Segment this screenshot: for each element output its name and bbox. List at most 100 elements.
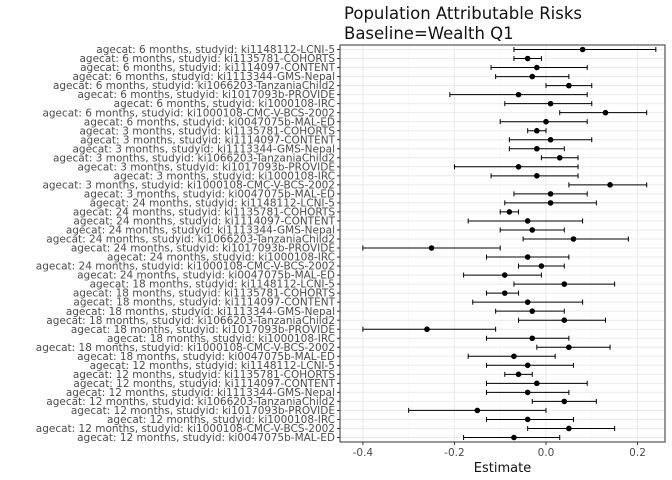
estimate-point bbox=[547, 200, 554, 206]
estimate-point bbox=[501, 290, 508, 296]
forest-row bbox=[449, 91, 588, 98]
y-tick-label: agecat: 24 months, studyid: ki1000108-CM… bbox=[36, 261, 335, 273]
forest-row bbox=[485, 362, 574, 369]
estimate-point bbox=[515, 371, 522, 378]
forest-row bbox=[485, 254, 570, 260]
forest-row bbox=[495, 308, 565, 314]
estimate-point bbox=[534, 64, 540, 71]
forest-row bbox=[467, 218, 584, 224]
estimate-point bbox=[534, 127, 540, 134]
chart-subtitle: Baseline=Wealth Q1 bbox=[344, 24, 514, 43]
estimate-point bbox=[524, 218, 531, 224]
y-tick-label: agecat: 12 months, studyid: ki1113344-GM… bbox=[66, 387, 335, 399]
y-tick-label: agecat: 24 months, studyid: ki1148112-LC… bbox=[90, 197, 335, 209]
forest-row bbox=[508, 136, 593, 143]
estimate-point bbox=[428, 245, 435, 251]
y-tick-label: agecat: 6 months, studyid: ki0047075b-MA… bbox=[84, 116, 335, 128]
y-tick-label: agecat: 24 months, studyid: ki1066203-Ta… bbox=[46, 234, 335, 246]
estimate-point bbox=[524, 416, 531, 423]
y-tick-label: agecat: 3 months, studyid: ki1017093b-PR… bbox=[77, 161, 335, 173]
y-tick-label: agecat: 6 months, studyid: ki1135781-COH… bbox=[80, 53, 336, 65]
estimate-point bbox=[511, 434, 517, 441]
y-tick-label: agecat: 24 months, studyid: ki1114097-CO… bbox=[73, 216, 335, 228]
forest-row bbox=[531, 398, 597, 405]
chart-title: Population Attributable Risks Baseline=W… bbox=[344, 4, 582, 44]
y-axis-labels: agecat: 6 months, studyid: ki1148112-LCN… bbox=[36, 44, 340, 444]
estimate-point bbox=[529, 227, 536, 233]
forest-row bbox=[559, 109, 648, 116]
forest-row bbox=[527, 127, 547, 134]
forest-row bbox=[485, 380, 588, 387]
y-tick-label: agecat: 3 months, studyid: ki1000108-IRC bbox=[114, 170, 335, 182]
forest-row bbox=[467, 353, 556, 360]
forest-row bbox=[485, 335, 570, 342]
estimate-point bbox=[538, 263, 545, 269]
y-tick-label: agecat: 6 months, studyid: ki1114097-CON… bbox=[80, 62, 335, 74]
y-tick-label: agecat: 12 months, studyid: ki1017093b-P… bbox=[71, 405, 335, 417]
forest-row bbox=[518, 317, 606, 323]
y-tick-label: agecat: 18 months, studyid: ki1017093b-P… bbox=[71, 324, 335, 336]
forest-row bbox=[508, 145, 565, 152]
plot-rows bbox=[362, 46, 657, 441]
estimate-point bbox=[515, 91, 522, 98]
y-tick-label: agecat: 12 months, studyid: ki1000108-CM… bbox=[36, 423, 335, 435]
estimate-point bbox=[602, 109, 609, 116]
estimate-point bbox=[424, 326, 430, 333]
estimate-point bbox=[561, 398, 568, 405]
x-axis-title: Estimate bbox=[474, 461, 531, 476]
forest-row bbox=[504, 200, 597, 206]
estimate-point bbox=[524, 299, 531, 305]
forest-row bbox=[499, 209, 520, 215]
forest-row bbox=[499, 118, 588, 125]
forest-row bbox=[490, 64, 588, 71]
y-tick-label: agecat: 12 months, studyid: ki1114097-CO… bbox=[73, 378, 335, 390]
y-tick-label: agecat: 3 months, studyid: ki0047075b-MA… bbox=[84, 188, 335, 200]
estimate-point bbox=[529, 335, 536, 342]
panel-border bbox=[339, 44, 666, 443]
estimate-point bbox=[534, 145, 540, 152]
forest-row bbox=[518, 263, 565, 269]
y-tick-label: agecat: 18 months, studyid: ki1066203-Ta… bbox=[46, 315, 335, 327]
panel-background bbox=[340, 45, 665, 442]
estimate-point bbox=[547, 136, 554, 143]
estimate-point bbox=[566, 82, 572, 89]
estimate-point bbox=[524, 55, 531, 62]
estimate-point bbox=[524, 389, 531, 396]
y-tick-label: agecat: 6 months, studyid: ki1066203-Tan… bbox=[53, 80, 335, 92]
x-axis: -0.4 -0.2 0.0 0.2 bbox=[353, 442, 646, 459]
forest-row bbox=[513, 55, 542, 62]
estimate-point bbox=[556, 154, 563, 161]
y-tick-label: agecat: 18 months, studyid: ki0047075b-M… bbox=[77, 351, 335, 363]
y-tick-label: agecat: 24 months, studyid: ki1000108-IR… bbox=[107, 252, 335, 264]
y-tick-label: agecat: 12 months, studyid: ki1066203-Ta… bbox=[46, 396, 335, 408]
y-tick-label: agecat: 24 months, studyid: ki1017093b-P… bbox=[71, 243, 335, 255]
forest-row bbox=[504, 100, 593, 107]
chart-title-main: Population Attributable Risks bbox=[344, 4, 583, 23]
y-tick-label: agecat: 3 months, studyid: ki1135781-COH… bbox=[80, 125, 336, 137]
y-tick-label: agecat: 18 months, studyid: ki1114097-CO… bbox=[73, 297, 335, 309]
forest-row bbox=[485, 290, 520, 296]
forest-row bbox=[362, 326, 497, 333]
y-tick-label: agecat: 24 months, studyid: ki0047075b-M… bbox=[77, 270, 335, 282]
y-tick-label: agecat: 12 months, studyid: ki0047075b-M… bbox=[77, 432, 335, 444]
y-tick-label: agecat: 6 months, studyid: ki1017093b-PR… bbox=[77, 89, 335, 101]
estimate-point bbox=[515, 164, 522, 170]
y-tick-label: agecat: 18 months, studyid: ki1148112-LC… bbox=[90, 279, 335, 291]
estimate-point bbox=[547, 100, 554, 107]
y-tick-label: agecat: 12 months, studyid: ki1148112-LC… bbox=[90, 360, 335, 372]
x-tick-label: -0.4 bbox=[353, 447, 374, 459]
estimate-point bbox=[566, 425, 572, 432]
y-tick-label: agecat: 6 months, studyid: ki1000108-CMC… bbox=[42, 107, 335, 119]
plot-panel bbox=[339, 44, 666, 443]
y-tick-label: agecat: 12 months, studyid: ki1000108-IR… bbox=[107, 414, 335, 426]
forest-row bbox=[463, 272, 542, 278]
y-tick-label: agecat: 3 months, studyid: ki1000108-CMC… bbox=[42, 179, 335, 191]
forest-row bbox=[513, 46, 657, 53]
forest-row bbox=[485, 389, 570, 396]
estimate-point bbox=[534, 380, 540, 387]
y-tick-label: agecat: 3 months, studyid: ki1066203-Tan… bbox=[53, 152, 335, 164]
y-tick-label: agecat: 6 months, studyid: ki1000108-IRC bbox=[114, 98, 335, 110]
y-tick-label: agecat: 6 months, studyid: ki1113344-GMS… bbox=[73, 71, 336, 83]
forest-row bbox=[495, 73, 570, 80]
